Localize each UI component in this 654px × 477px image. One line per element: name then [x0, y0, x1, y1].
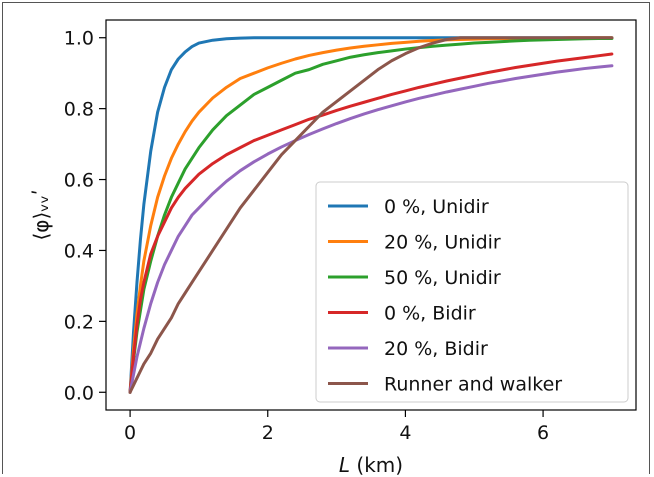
y-tick-label: 0.2 [64, 311, 94, 333]
series-line-2 [128, 36, 614, 394]
y-tick-label: 0.6 [64, 170, 94, 192]
y-axis-label: ⟨φ⟩ᵥᵥʹ [29, 189, 53, 240]
legend-label-4: 20 %, Bidir [384, 338, 488, 360]
series-line-5 [128, 36, 614, 394]
x-axis-label: L (km) [339, 453, 403, 477]
legend: 0 %, Unidir 20 %, Unidir 50 %, Unidir 0 %, … [315, 181, 629, 403]
legend-label-0: 0 %, Unidir [384, 196, 489, 218]
x-tick-label: 0 [124, 422, 136, 444]
y-tick-label: 0.8 [64, 99, 94, 121]
series-line-4 [128, 64, 614, 394]
y-axis: 0.0 0.2 0.4 0.6 0.8 1.0 [64, 28, 106, 404]
series-line-3 [128, 52, 614, 394]
x-axis-label-unit: (km) [350, 453, 403, 477]
y-tick-label: 0.0 [64, 382, 94, 404]
x-axis-label-var: L [339, 453, 350, 477]
legend-label-2: 50 %, Unidir [384, 267, 501, 289]
legend-label-3: 0 %, Bidir [384, 303, 476, 325]
legend-label-1: 20 %, Unidir [384, 232, 501, 254]
x-tick-label: 6 [537, 422, 549, 444]
legend-items: 0 %, Unidir 20 %, Unidir 50 %, Unidir 0 %, … [328, 196, 562, 396]
x-tick-label: 4 [399, 422, 411, 444]
series-layer [128, 36, 614, 394]
y-tick-label: 1.0 [64, 28, 94, 50]
x-axis: 0 2 4 6 [124, 410, 549, 444]
y-tick-label: 0.4 [64, 240, 94, 262]
x-tick-label: 2 [262, 422, 274, 444]
legend-box [315, 181, 629, 403]
legend-label-5: Runner and walker [384, 374, 562, 396]
